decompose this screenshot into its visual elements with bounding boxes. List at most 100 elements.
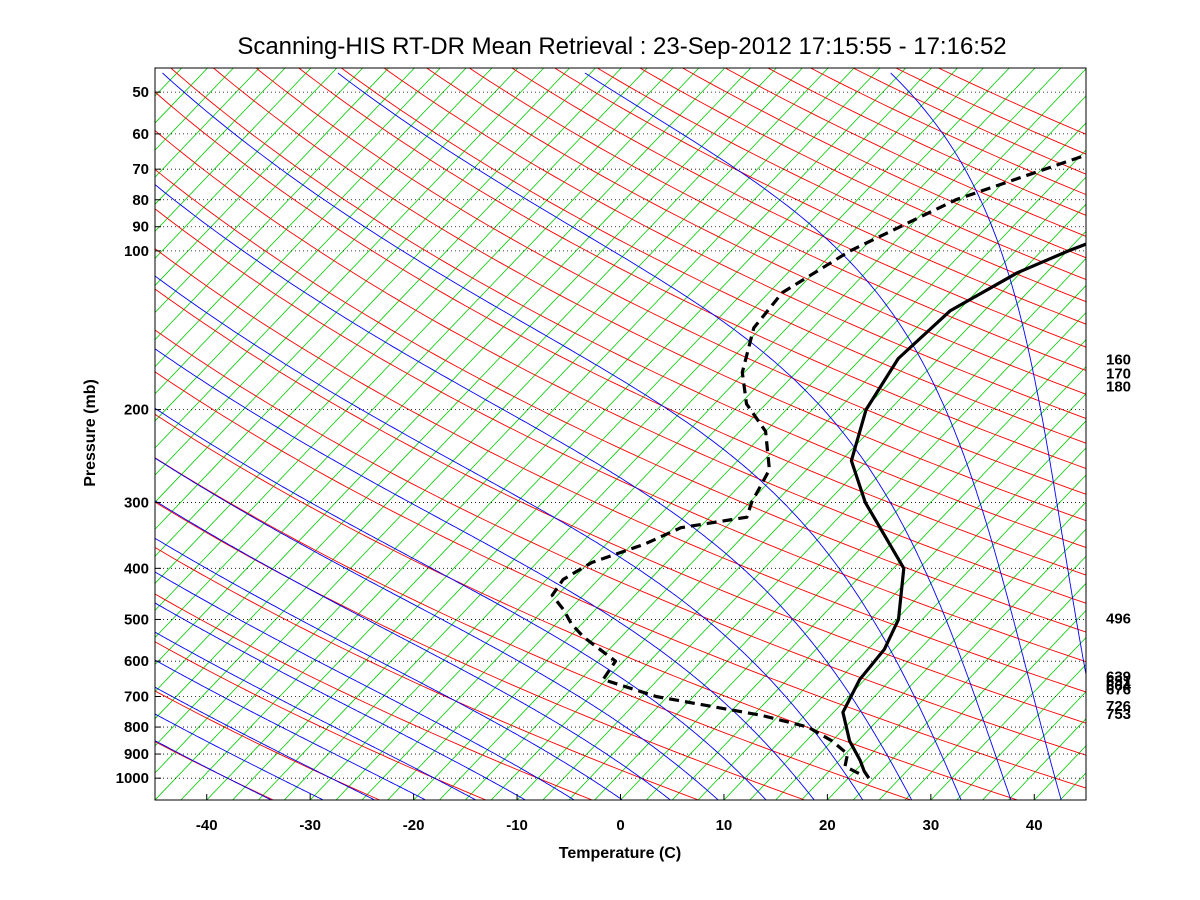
dry-adiabat-line [852,68,1086,175]
moist-adiabat-line [337,72,1012,800]
isotherm-line [180,68,881,800]
dry-adiabat-line [341,68,1086,444]
dry-adiabat-line [155,130,1086,604]
y-tick-label: 800 [124,719,149,736]
isotherm-line [309,68,1010,800]
dry-adiabat-line [155,371,1086,789]
moist-adiabat-lines [155,72,1086,800]
right-level-label: 676 [1106,682,1131,699]
isotherm-line [155,68,570,503]
isotherm-line [155,68,674,612]
dry-adiabat-line [155,690,380,800]
moist-adiabat-line [155,659,426,800]
right-level-label: 664 [1106,677,1132,694]
dry-adiabat-line [682,68,1086,259]
isotherm-line [1085,799,1086,800]
isotherm-line [749,447,1086,800]
right-level-label: 170 [1106,365,1131,382]
y-tick-label: 900 [124,746,149,763]
dewpoint-profile-line [550,153,1086,775]
isotherm-line [155,68,493,422]
moist-adiabat-line [155,537,623,800]
moist-adiabat-line [155,571,575,800]
y-tick-label: 90 [132,219,149,236]
x-tick-label: 30 [922,817,939,834]
isotherm-line [232,68,932,800]
y-tick-label: 400 [124,560,149,577]
x-tick-label: -40 [196,817,218,834]
y-tick-label: 700 [124,688,149,705]
isotherm-line [155,68,751,693]
dry-adiabat-line [155,168,1086,633]
isotherm-line [0,68,1,800]
isotherm-line [439,122,1086,800]
isotherm-line [1164,68,1200,800]
isotherm-line [542,230,1086,800]
isotherm-line [594,284,1086,800]
isotherm-line [155,68,338,259]
moist-adiabat-line [155,348,815,800]
temperature-profile-line [841,242,1086,780]
moist-adiabat-line [890,72,1086,678]
isotherm-line [0,68,130,800]
dry-adiabat-line [155,641,487,800]
dry-adiabat-line [155,457,912,800]
isotherm-line [155,68,803,747]
dry-adiabat-line [511,68,1086,348]
plot-frame [154,67,1087,801]
isotherm-line [155,68,363,287]
dry-adiabat-line [938,68,1086,135]
dry-adiabat-line [383,68,1086,419]
isotherm-lines [0,68,1200,800]
isotherm-line [0,68,27,800]
dry-adiabat-line [810,68,1086,196]
x-tick-label: -20 [403,817,425,834]
isotherm-line [0,68,52,800]
isotherm-line [155,68,829,774]
isotherm-line [155,68,855,800]
dry-adiabat-line [170,68,1086,548]
isotherm-line [956,664,1086,800]
isotherm-line [155,68,622,557]
dry-adiabat-line [155,288,1086,724]
moist-adiabat-line [155,407,767,800]
x-tick-label: 0 [616,817,624,834]
y-axis-ticks: 50 60 70 80 90 100 200 300 400 500 600 700 800 900 100… [116,84,161,787]
chart-title: Scanning-HIS RT-DR Mean Retrieval : 23-S… [237,33,1006,60]
dry-adiabat-line [426,68,1086,395]
isotherm-line [671,366,1086,800]
isotherm-line [155,68,312,232]
x-tick-label: -10 [506,817,528,834]
y-tick-label: 600 [124,653,149,670]
x-tick-label: 20 [819,817,836,834]
isotherm-line [1008,718,1086,800]
dry-adiabat-line [469,68,1086,371]
dry-adiabat-line [155,501,805,800]
isotherm-line [646,339,1086,800]
dry-adiabat-line [155,208,1086,663]
isotherm-line [155,68,519,449]
dry-adiabat-line [155,91,1086,576]
isotherm-line [0,68,78,800]
y-axis-label: Pressure (mb) [82,379,99,487]
x-axis-ticks: -40 -30 -20 -10 0 10 20 30 40 [196,794,1043,834]
y-tick-label: 60 [132,126,149,143]
right-level-label: 753 [1106,706,1131,723]
right-level-label: 639 [1106,669,1131,686]
y-tick-label: 70 [132,161,149,178]
moist-adiabat-line [155,500,671,800]
right-level-label: 496 [1106,611,1131,628]
moist-adiabat-line [155,713,324,800]
isotherm-line [155,68,726,666]
isotherm-line [258,68,958,800]
right-level-label: 651 [1106,673,1131,690]
dry-adiabat-line [155,546,699,800]
isotherm-line [155,68,415,341]
profiles [550,153,1086,780]
dry-adiabat-line [639,68,1086,281]
isotherm-line [775,474,1086,800]
isotherm-line [155,68,208,124]
isotherm-line [155,68,467,395]
background-lines [0,68,1200,800]
